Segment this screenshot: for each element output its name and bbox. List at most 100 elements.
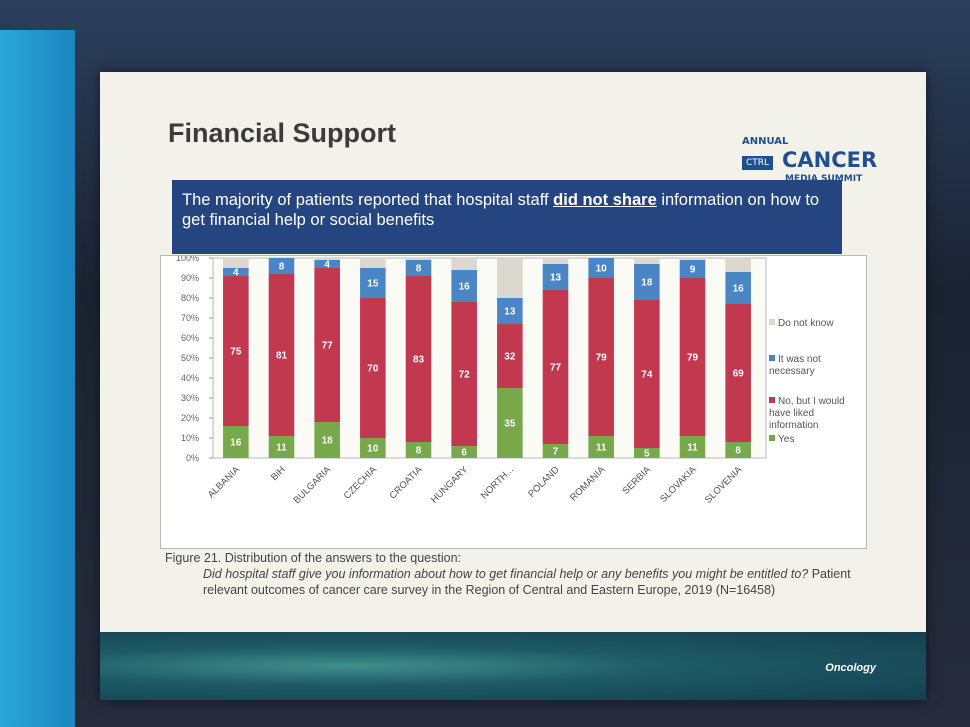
bar-segment [725,272,751,304]
banner-text: information on how to get financial help… [182,191,820,229]
bar-segment [451,258,477,270]
bar-segment [268,436,295,458]
data-label: 5 [644,449,650,460]
y-tick-label: 60% [181,333,199,343]
data-label: 10 [367,444,379,455]
y-tick-label: 40% [181,373,199,383]
bar-segment [634,300,660,448]
data-label: 16 [230,438,242,449]
footer-strip: Oncology [100,632,926,700]
footer-text: Oncology [825,662,876,674]
bar-segment [588,258,614,278]
data-label: 79 [687,353,699,364]
bar-segment [725,258,751,272]
bar-segment [588,278,614,436]
data-label: 70 [367,364,379,375]
legend-item: No, but I would have liked information [769,396,859,432]
data-label: 35 [504,419,516,430]
legend-item: It was not necessary [769,354,859,378]
data-label: 8 [416,446,422,457]
data-label: 16 [459,282,471,293]
y-tick-label: 50% [181,353,199,363]
y-tick-label: 0% [186,453,199,463]
bar-segment [634,448,660,458]
legend-label: Do not know [778,318,834,329]
bar-segment [679,260,706,278]
y-tick-label: 90% [181,273,199,283]
bar-segment [314,260,340,268]
bar-segment [314,268,340,422]
caption-question: Did hospital staff give you information … [203,567,809,581]
data-label: 74 [641,370,653,381]
bar-segment [223,258,249,268]
bar-segment [405,276,432,442]
logo-ctrl: CTRL [742,156,774,170]
logo-cancer: CANCER [782,148,878,172]
y-tick-label: 20% [181,413,199,423]
y-tick-label: 30% [181,393,199,403]
bar-segment [542,290,569,444]
wall [0,30,75,727]
bar-segment [542,444,569,458]
bar-segment [223,426,249,458]
x-tick-label: SLOVAKIA [658,464,699,505]
data-label: 15 [367,279,379,290]
data-label: 4 [233,268,239,279]
bar-segment [360,438,386,458]
data-label: 8 [735,446,741,457]
legend-label: No, but I would have liked information [769,396,845,431]
legend-swatch [769,397,775,403]
bar-segment [497,324,523,388]
x-tick-label: NORTH... [479,464,516,501]
legend-label: Yes [778,434,795,445]
y-tick-label: 70% [181,313,199,323]
data-label: 18 [322,436,334,447]
x-tick-label: ROMANIA [568,464,608,504]
legend-label: It was not necessary [769,354,821,377]
bar-segment [223,276,249,426]
chart: 0%10%20%30%40%50%60%70%80%90%100%16754AL… [176,256,767,506]
x-tick-label: ALBANIA [206,464,243,501]
bar-segment [314,422,340,458]
data-label: 8 [416,264,422,275]
bar-segment [497,258,523,298]
bar-segment [725,442,751,458]
bar-segment [268,258,295,274]
legend-swatch [769,355,775,361]
bar-segment [314,258,340,260]
x-tick-label: BULGARIA [292,464,334,506]
data-label: 16 [733,284,745,295]
data-label: 6 [461,448,467,459]
data-label: 81 [276,351,288,362]
x-tick-label: SLOVENIA [703,464,745,506]
data-label: 11 [596,443,607,454]
y-tick-label: 80% [181,293,199,303]
x-tick-label: POLAND [526,464,562,500]
data-label: 13 [550,273,562,284]
plot-area [212,257,767,459]
data-label: 72 [459,370,471,381]
bar-segment [542,264,569,290]
bar-segment [223,268,249,276]
bar-segment [542,258,569,264]
y-tick-label: 100% [176,256,199,263]
x-tick-label: HUNGARY [429,464,471,506]
data-label: 32 [504,352,516,363]
legend-swatch [769,435,775,441]
slide-title: Financial Support [168,118,397,148]
bar-segment [679,278,706,436]
banner-emphasis: did not share [553,191,657,209]
bar-segment [497,298,523,324]
data-label: 7 [553,447,559,458]
bar-segment [588,436,614,458]
chart-box: 0% 10% 20% 30% 40% 50% 60% 70% 80% 90% 100% 16 75 4 AL… [160,255,867,549]
x-tick-label: CZECHIA [342,464,380,502]
data-label: 69 [733,369,745,380]
logo: ANNUAL CTRL CANCER MEDIA SUMMIT [740,136,877,196]
bar-segment [405,260,432,276]
legend-item: Yes [769,434,859,446]
bar-segment [451,446,477,458]
legend-swatch [769,319,775,325]
slide: Financial Support ANNUAL CTRL CANCER MED… [100,72,926,700]
